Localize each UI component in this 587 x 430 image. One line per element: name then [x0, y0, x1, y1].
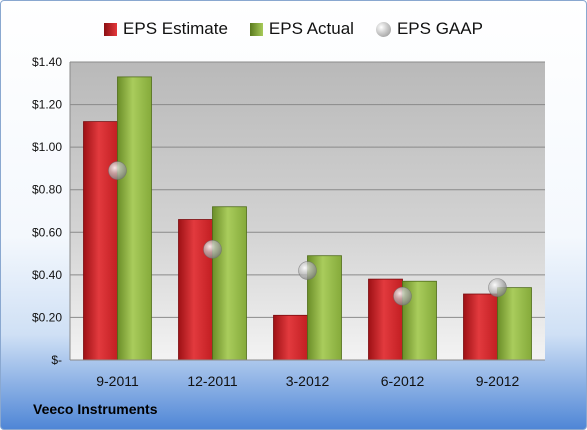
y-tick-label: $1.00 [32, 140, 62, 154]
marker-eps-gaap [203, 240, 222, 259]
bar-eps-actual [402, 280, 437, 361]
legend: EPS Estimate EPS Actual EPS GAAP [0, 14, 587, 44]
bar-eps-estimate [273, 314, 308, 361]
legend-swatch-actual [249, 22, 263, 36]
y-tick-label: $0.80 [32, 183, 62, 197]
marker-eps-gaap [393, 286, 412, 306]
bar-eps-actual [117, 76, 152, 361]
legend-item-eps-gaap: EPS GAAP [375, 19, 483, 39]
y-tick-label: $0.20 [32, 310, 62, 324]
bar-eps-actual [212, 206, 247, 361]
y-tick-label: $- [51, 353, 62, 367]
legend-label-eps-estimate: EPS Estimate [123, 19, 228, 38]
legend-item-eps-actual: EPS Actual [249, 19, 354, 39]
marker-eps-gaap [488, 278, 507, 297]
x-tick-label: 12-2011 [187, 373, 238, 389]
x-tick-label: 9-2012 [476, 373, 520, 389]
legend-swatch-estimate [104, 22, 118, 36]
bar-eps-estimate [368, 278, 403, 361]
x-tick-label: 6-2012 [381, 373, 425, 389]
legend-label-eps-gaap: EPS GAAP [396, 19, 483, 38]
company-name: Veeco Instruments [33, 401, 158, 417]
y-tick-label: $1.40 [32, 55, 62, 69]
bar-eps-actual [497, 287, 532, 361]
x-tick-label: 3-2012 [286, 373, 330, 389]
legend-label-eps-actual: EPS Actual [268, 19, 354, 38]
marker-eps-gaap [298, 261, 317, 280]
bar-eps-estimate [83, 121, 118, 361]
y-tick-label: $1.20 [32, 98, 62, 112]
bar-eps-estimate [178, 219, 213, 361]
marker-eps-gaap [108, 161, 127, 180]
legend-swatch-gaap [375, 21, 391, 37]
legend-item-eps-estimate: EPS Estimate [104, 19, 228, 39]
y-tick-label: $0.60 [32, 225, 62, 239]
y-tick-label: $0.40 [32, 268, 62, 282]
x-tick-label: 9-2011 [96, 373, 139, 389]
bar-eps-estimate [463, 293, 498, 361]
